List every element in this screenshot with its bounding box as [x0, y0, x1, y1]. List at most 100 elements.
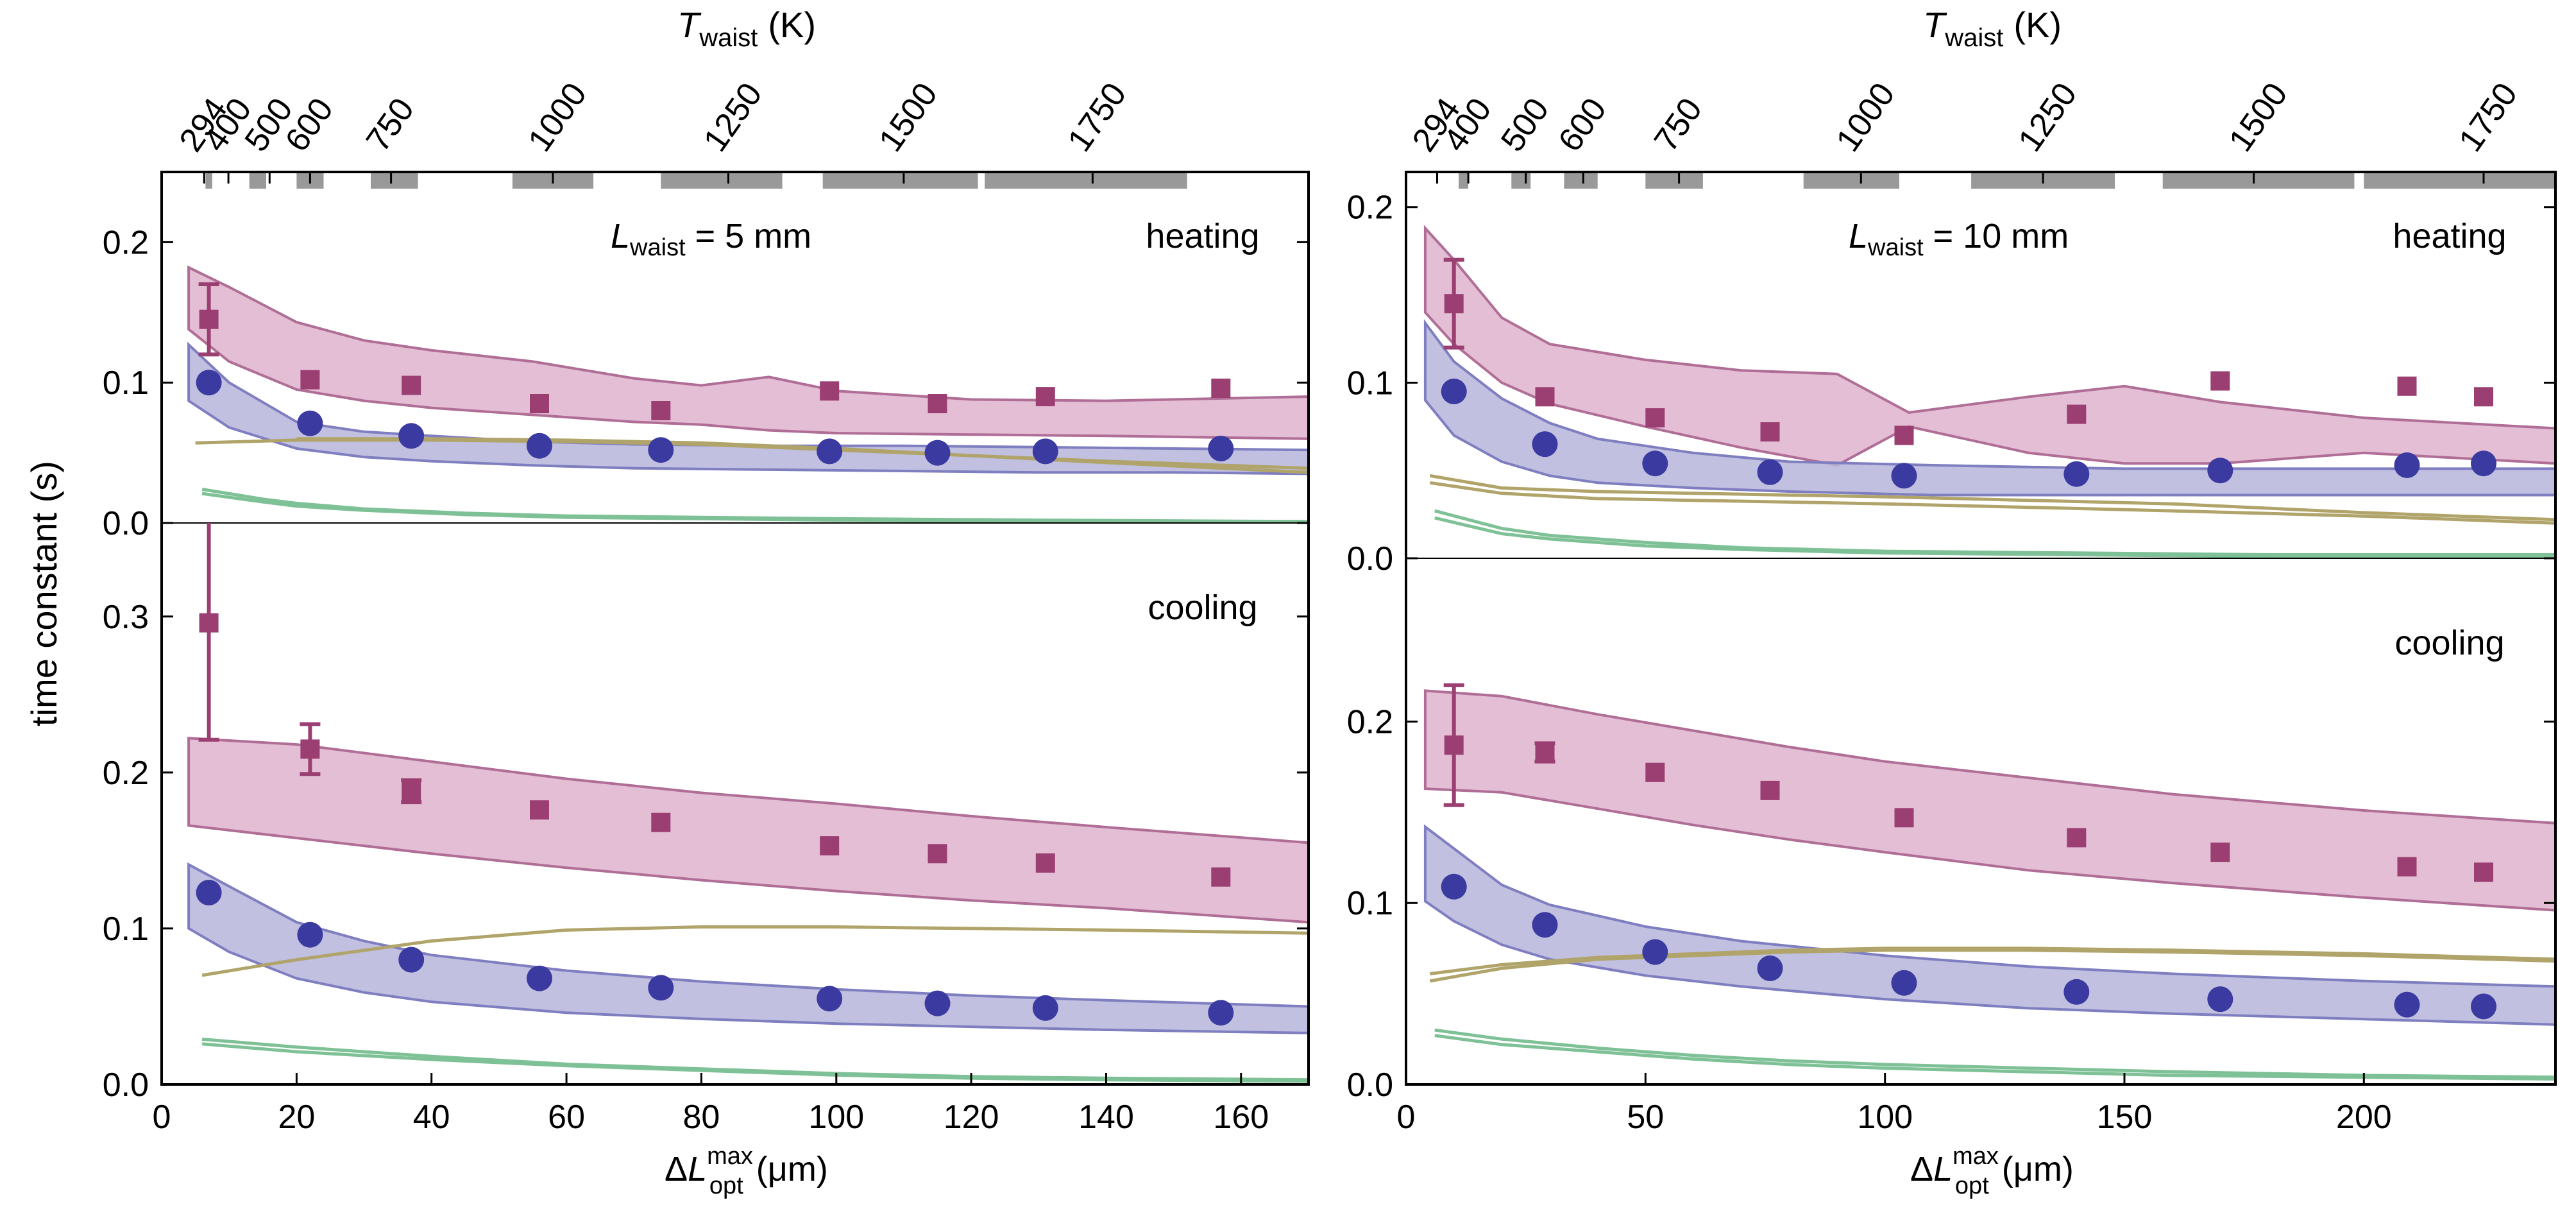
tau-h-uncertainty-band: [187, 265, 1309, 440]
tau-d-uncertainty-band: [1423, 319, 2555, 497]
panel-1-cooling-group: 0.0 0.1 0.2 cooling: [1347, 624, 2555, 1104]
tau-d-point: [2471, 450, 2496, 477]
y-tick-label: 0.0: [103, 1066, 149, 1104]
tau-h-point: [530, 394, 549, 413]
y-tick-label: 0.3: [103, 599, 149, 636]
heating-label: heating: [1146, 217, 1259, 255]
green-model-curve: [1434, 1028, 2555, 1079]
temperature-range-bar: [985, 172, 1187, 189]
tau-h-point: [199, 309, 219, 329]
tau-h-point: [928, 394, 947, 413]
y-tick-label: 0.2: [1347, 704, 1393, 741]
tau-h-point: [300, 370, 320, 390]
tau-h-point: [1535, 387, 1555, 407]
tau-d-point: [648, 437, 674, 463]
y-tick-label: 0.2: [103, 224, 149, 261]
tau-d-point: [1532, 431, 1558, 458]
temperature-range-bar: [1459, 172, 1468, 189]
x-tick-label: 40: [413, 1099, 450, 1136]
green-model-curve: [201, 1042, 1309, 1083]
tau-d-point: [1642, 450, 1668, 477]
tau-h-point: [2210, 371, 2230, 391]
y-tick-label: 0.1: [1347, 885, 1393, 922]
tau-h-point: [1894, 425, 1914, 445]
olive-model-curve: [1429, 946, 2555, 975]
y-tick-label: 0.0: [1347, 1066, 1393, 1104]
tau-h-point: [2210, 843, 2230, 862]
tau-d-point: [2394, 452, 2420, 478]
tau-d-point: [924, 440, 951, 466]
tau-d-point: [1032, 995, 1058, 1021]
tau-d-point: [1891, 463, 1917, 489]
y-tick-label: 0.2: [1347, 189, 1393, 227]
top-axis-label: Twaist (K): [677, 4, 816, 52]
tau-h-uncertainty-band: [1423, 225, 2555, 467]
top-tick-label: 600: [1552, 92, 1614, 158]
tau-h-point: [1535, 742, 1555, 762]
x-tick-label: 140: [1078, 1099, 1134, 1136]
y-axis-label: time constant (s): [24, 461, 64, 726]
tau-d-point: [817, 438, 843, 465]
tau-h-point: [651, 812, 671, 832]
tau-d-point: [398, 946, 425, 973]
x-tick-label: 80: [682, 1099, 720, 1136]
x-tick-label: 200: [2336, 1099, 2392, 1136]
tau-h-point: [2067, 828, 2087, 848]
tau-h-point: [2474, 387, 2493, 407]
tau-d-point: [2063, 979, 2090, 1005]
green-model-curve: [1434, 509, 2555, 556]
temperature-range-bar: [205, 172, 212, 189]
tau-h-point: [651, 401, 671, 420]
tau-d-point: [1757, 459, 1783, 485]
y-tick-label: 0.1: [103, 364, 149, 402]
olive-model-curve: [296, 437, 1309, 474]
tau-h-point: [199, 613, 219, 633]
tau-h-point: [928, 844, 947, 864]
tau-d-point: [648, 975, 674, 1001]
x-tick-label: 0: [1397, 1099, 1416, 1136]
tau-h-point: [820, 381, 840, 401]
top-axis-label: Twaist (K): [1923, 4, 2062, 52]
tau-h-point: [2067, 404, 2087, 424]
panel-0-heating-group: 0.0 0.1 0.2 heating Lwaist = 5 mm: [103, 217, 1309, 542]
y-tick-label: 0.1: [1347, 364, 1393, 402]
tau-h-point: [1444, 735, 1464, 755]
tau-d-point: [1032, 438, 1058, 465]
olive-model-curve: [1429, 948, 2555, 983]
x-tick-label: 100: [808, 1099, 864, 1136]
x-axis-label: ΔLmax opt (μm): [665, 1143, 828, 1199]
temperature-range-bar: [1803, 172, 1899, 189]
x-tick-label: 120: [944, 1099, 999, 1136]
tau-h-point: [2397, 857, 2417, 877]
top-tick-label: 1500: [872, 76, 945, 158]
tau-h-point: [820, 836, 840, 856]
plot-area: [1423, 225, 2555, 558]
tau-h-point: [1035, 853, 1055, 873]
temperature-range-bar: [822, 172, 978, 189]
tau-d-point: [1891, 970, 1917, 996]
tau-d-point: [924, 990, 951, 1016]
top-tick-label: 1250: [697, 76, 770, 158]
green-model-curve: [1434, 516, 2555, 558]
tau-d-point: [297, 410, 323, 436]
tau-d-point: [2471, 993, 2496, 1020]
tau-d-point: [398, 423, 425, 449]
tau-d-point: [1532, 912, 1558, 938]
tau-d-point: [1441, 873, 1467, 900]
top-tick-label: 500: [1494, 92, 1556, 158]
plot-area: [1423, 683, 2555, 1081]
heating-label: heating: [2393, 217, 2506, 255]
tau-d-point: [2394, 991, 2420, 1018]
temperature-range-bar: [1564, 172, 1598, 189]
temperature-range-bar: [1511, 172, 1531, 189]
y-tick-label: 0.0: [103, 505, 149, 542]
tau-h-point: [1444, 294, 1464, 314]
tau-h-point: [1645, 408, 1665, 428]
panel-1-heating-group: 0.0 0.1 0.2 heating Lwaist = 10 mm: [1347, 189, 2555, 578]
olive-model-curve: [201, 925, 1309, 977]
tau-d-point: [1642, 939, 1668, 965]
temperature-range-bar: [371, 172, 418, 189]
tau-d-point: [1441, 379, 1467, 404]
tau-d-uncertainty-band: [1423, 824, 2555, 1026]
